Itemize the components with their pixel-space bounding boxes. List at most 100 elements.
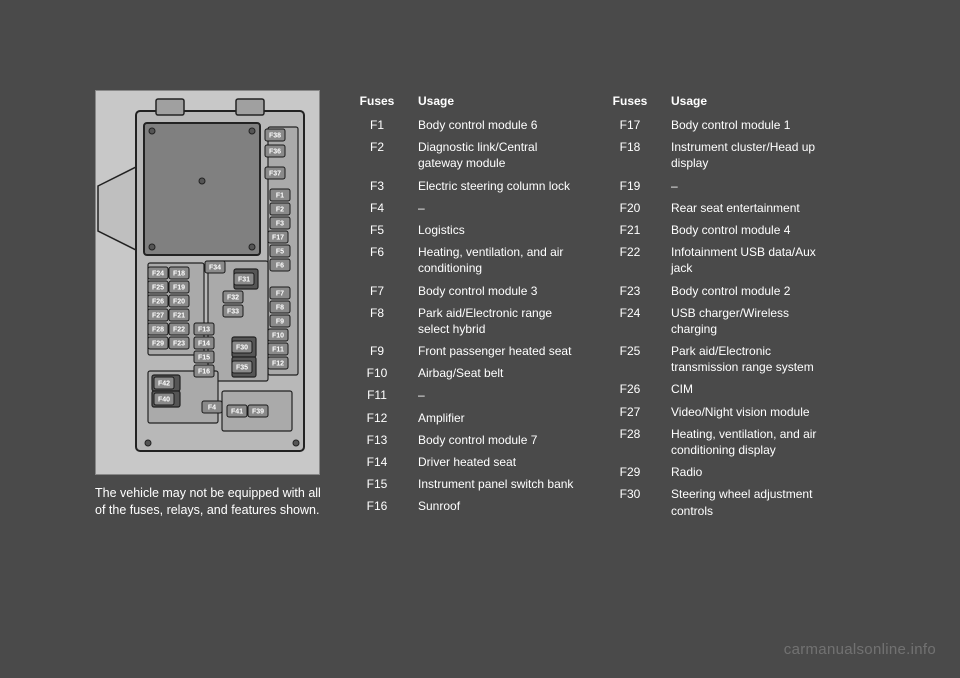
svg-text:F4: F4	[208, 404, 216, 411]
svg-text:F6: F6	[276, 262, 284, 269]
table-row: F14Driver heated seat	[348, 451, 583, 473]
svg-text:F38: F38	[269, 132, 281, 139]
fuse-usage: Instrument cluster/Head up display	[659, 136, 836, 174]
svg-text:F22: F22	[173, 326, 185, 333]
table-row: F1Body control module 6	[348, 114, 583, 136]
fuse-usage: –	[406, 384, 583, 406]
watermark-text: carmanualsonline.info	[784, 641, 936, 658]
table-row: F18Instrument cluster/Head up display	[601, 136, 836, 174]
table-header-row: Fuses Usage	[601, 90, 836, 114]
table-row: F10Airbag/Seat belt	[348, 362, 583, 384]
fuse-usage: Front passenger heated seat	[406, 340, 583, 362]
header-fuses: Fuses	[348, 90, 406, 114]
fuse-usage: Electric steering column lock	[406, 175, 583, 197]
svg-text:F11: F11	[272, 346, 284, 353]
svg-text:F8: F8	[276, 304, 284, 311]
fuse-usage: Heating, ventilation, and air conditioni…	[406, 241, 583, 279]
fuse-id: F11	[348, 384, 406, 406]
page-content: F38F36F37F1F2F3F17F5F6F7F8F9F10F11F12F24…	[0, 0, 960, 542]
table-header-row: Fuses Usage	[348, 90, 583, 114]
svg-text:F3: F3	[276, 220, 284, 227]
table-row: F13Body control module 7	[348, 429, 583, 451]
fuse-usage: Video/Night vision module	[659, 401, 836, 423]
column-table-2: Fuses Usage F17Body control module 1F18I…	[601, 90, 836, 522]
svg-text:F27: F27	[152, 312, 164, 319]
svg-text:F2: F2	[276, 206, 284, 213]
table-row: F9Front passenger heated seat	[348, 340, 583, 362]
table-row: F3Electric steering column lock	[348, 175, 583, 197]
svg-text:F41: F41	[231, 408, 243, 415]
fuse-id: F8	[348, 302, 406, 340]
fuse-usage: Heating, ventilation, and air conditioni…	[659, 423, 836, 461]
fuse-id: F29	[601, 461, 659, 483]
fuse-usage: Airbag/Seat belt	[406, 362, 583, 384]
fuse-id: F3	[348, 175, 406, 197]
fuse-id: F23	[601, 280, 659, 302]
fuse-usage: Rear seat entertainment	[659, 197, 836, 219]
table-row: F24USB charger/Wireless charging	[601, 302, 836, 340]
fuse-id: F12	[348, 407, 406, 429]
table-row: F29Radio	[601, 461, 836, 483]
table-row: F8Park aid/Electronic range select hybri…	[348, 302, 583, 340]
fuse-usage: Body control module 7	[406, 429, 583, 451]
svg-text:F40: F40	[158, 396, 170, 403]
svg-text:F30: F30	[236, 344, 248, 351]
column-diagram: F38F36F37F1F2F3F17F5F6F7F8F9F10F11F12F24…	[95, 90, 330, 522]
fuse-usage: Amplifier	[406, 407, 583, 429]
table-row: F21Body control module 4	[601, 219, 836, 241]
fuse-id: F25	[601, 340, 659, 378]
svg-text:F16: F16	[198, 368, 210, 375]
svg-text:F1: F1	[276, 192, 284, 199]
fuse-usage: Diagnostic link/Central gateway module	[406, 136, 583, 174]
svg-text:F32: F32	[227, 294, 239, 301]
table-row: F17Body control module 1	[601, 114, 836, 136]
fusebox-diagram: F38F36F37F1F2F3F17F5F6F7F8F9F10F11F12F24…	[95, 90, 320, 475]
fuse-id: F5	[348, 219, 406, 241]
fuse-usage: Driver heated seat	[406, 451, 583, 473]
fuse-usage: USB charger/Wireless charging	[659, 302, 836, 340]
svg-text:F14: F14	[198, 340, 210, 347]
fuse-id: F17	[601, 114, 659, 136]
fuse-usage: CIM	[659, 378, 836, 400]
fuse-id: F30	[601, 483, 659, 521]
svg-text:F13: F13	[198, 326, 210, 333]
fuse-id: F7	[348, 280, 406, 302]
table-row: F28Heating, ventilation, and air conditi…	[601, 423, 836, 461]
svg-text:F24: F24	[152, 270, 164, 277]
diagram-caption: The vehicle may not be equipped with all…	[95, 485, 330, 519]
fuse-id: F16	[348, 495, 406, 517]
fuse-id: F24	[601, 302, 659, 340]
svg-text:F25: F25	[152, 284, 164, 291]
svg-text:F29: F29	[152, 340, 164, 347]
column-table-1: Fuses Usage F1Body control module 6F2Dia…	[348, 90, 583, 522]
fuse-id: F19	[601, 175, 659, 197]
table-row: F22Infotainment USB data/Aux jack	[601, 241, 836, 279]
fuse-id: F20	[601, 197, 659, 219]
fuse-usage: Body control module 2	[659, 280, 836, 302]
svg-text:F28: F28	[152, 326, 164, 333]
svg-text:F33: F33	[227, 308, 239, 315]
fuse-usage: –	[659, 175, 836, 197]
svg-text:F35: F35	[236, 364, 248, 371]
svg-text:F10: F10	[272, 332, 284, 339]
header-fuses: Fuses	[601, 90, 659, 114]
svg-text:F7: F7	[276, 290, 284, 297]
fuse-usage: Body control module 6	[406, 114, 583, 136]
table-row: F4–	[348, 197, 583, 219]
table-row: F2Diagnostic link/Central gateway module	[348, 136, 583, 174]
fuse-id: F13	[348, 429, 406, 451]
svg-text:F19: F19	[173, 284, 185, 291]
svg-text:F9: F9	[276, 318, 284, 325]
fuse-table-2: Fuses Usage F17Body control module 1F18I…	[601, 90, 836, 522]
fuse-usage: Body control module 3	[406, 280, 583, 302]
svg-text:F21: F21	[173, 312, 185, 319]
svg-text:F26: F26	[152, 298, 164, 305]
svg-text:F18: F18	[173, 270, 185, 277]
fuse-id: F2	[348, 136, 406, 174]
table-row: F30Steering wheel adjustment controls	[601, 483, 836, 521]
fuse-usage: Park aid/Electronic transmission range s…	[659, 340, 836, 378]
fuse-id: F1	[348, 114, 406, 136]
table-row: F25Park aid/Electronic transmission rang…	[601, 340, 836, 378]
table-row: F16Sunroof	[348, 495, 583, 517]
fuse-id: F27	[601, 401, 659, 423]
